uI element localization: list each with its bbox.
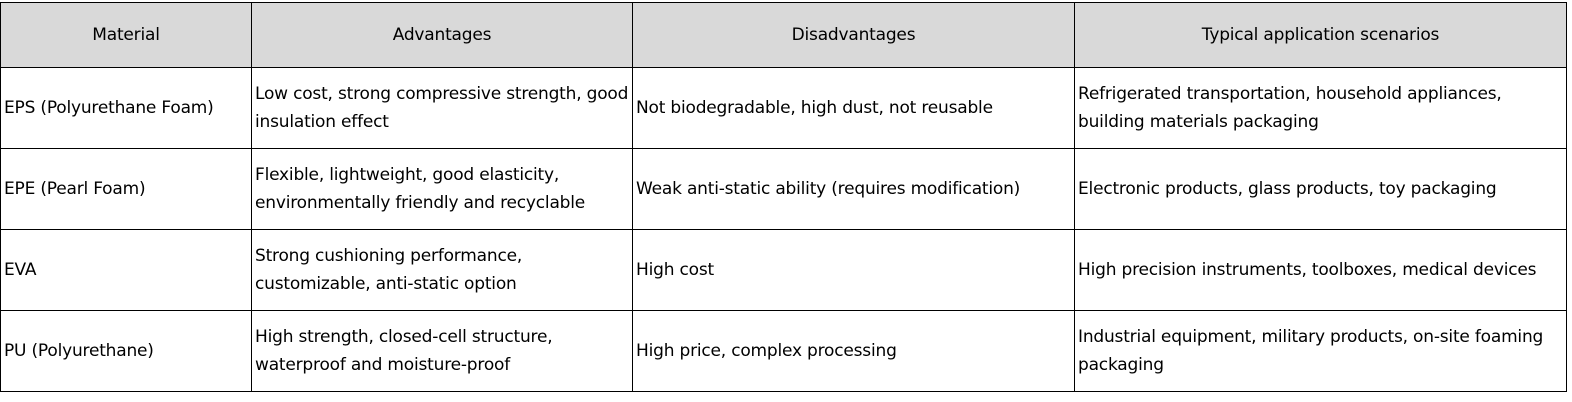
header-disadvantages: Disadvantages xyxy=(632,2,1075,68)
table-row: EPS (Polyurethane Foam) Low cost, strong… xyxy=(0,67,1567,149)
cell-disadvantages: Not biodegradable, high dust, not reusab… xyxy=(632,67,1075,149)
cell-disadvantages: High price, complex processing xyxy=(632,310,1075,392)
table-row: EVA Strong cushioning performance, custo… xyxy=(0,229,1567,311)
table-row: EPE (Pearl Foam) Flexible, lightweight, … xyxy=(0,148,1567,230)
header-material: Material xyxy=(0,2,252,68)
cell-advantages: Flexible, lightweight, good elasticity, … xyxy=(251,148,633,230)
cell-material: EVA xyxy=(0,229,252,311)
cell-applications: Refrigerated transportation, household a… xyxy=(1074,67,1567,149)
header-applications: Typical application scenarios xyxy=(1074,2,1567,68)
materials-table: Material Advantages Disadvantages Typica… xyxy=(0,2,1567,392)
cell-applications: Industrial equipment, military products,… xyxy=(1074,310,1567,392)
cell-advantages: Strong cushioning performance, customiza… xyxy=(251,229,633,311)
header-advantages: Advantages xyxy=(251,2,633,68)
cell-material: EPE (Pearl Foam) xyxy=(0,148,252,230)
cell-applications: Electronic products, glass products, toy… xyxy=(1074,148,1567,230)
cell-material: PU (Polyurethane) xyxy=(0,310,252,392)
header-row: Material Advantages Disadvantages Typica… xyxy=(0,2,1567,68)
cell-disadvantages: Weak anti-static ability (requires modif… xyxy=(632,148,1075,230)
cell-applications: High precision instruments, toolboxes, m… xyxy=(1074,229,1567,311)
cell-advantages: Low cost, strong compressive strength, g… xyxy=(251,67,633,149)
cell-advantages: High strength, closed-cell structure, wa… xyxy=(251,310,633,392)
table-row: PU (Polyurethane) High strength, closed-… xyxy=(0,310,1567,392)
cell-material: EPS (Polyurethane Foam) xyxy=(0,67,252,149)
cell-disadvantages: High cost xyxy=(632,229,1075,311)
